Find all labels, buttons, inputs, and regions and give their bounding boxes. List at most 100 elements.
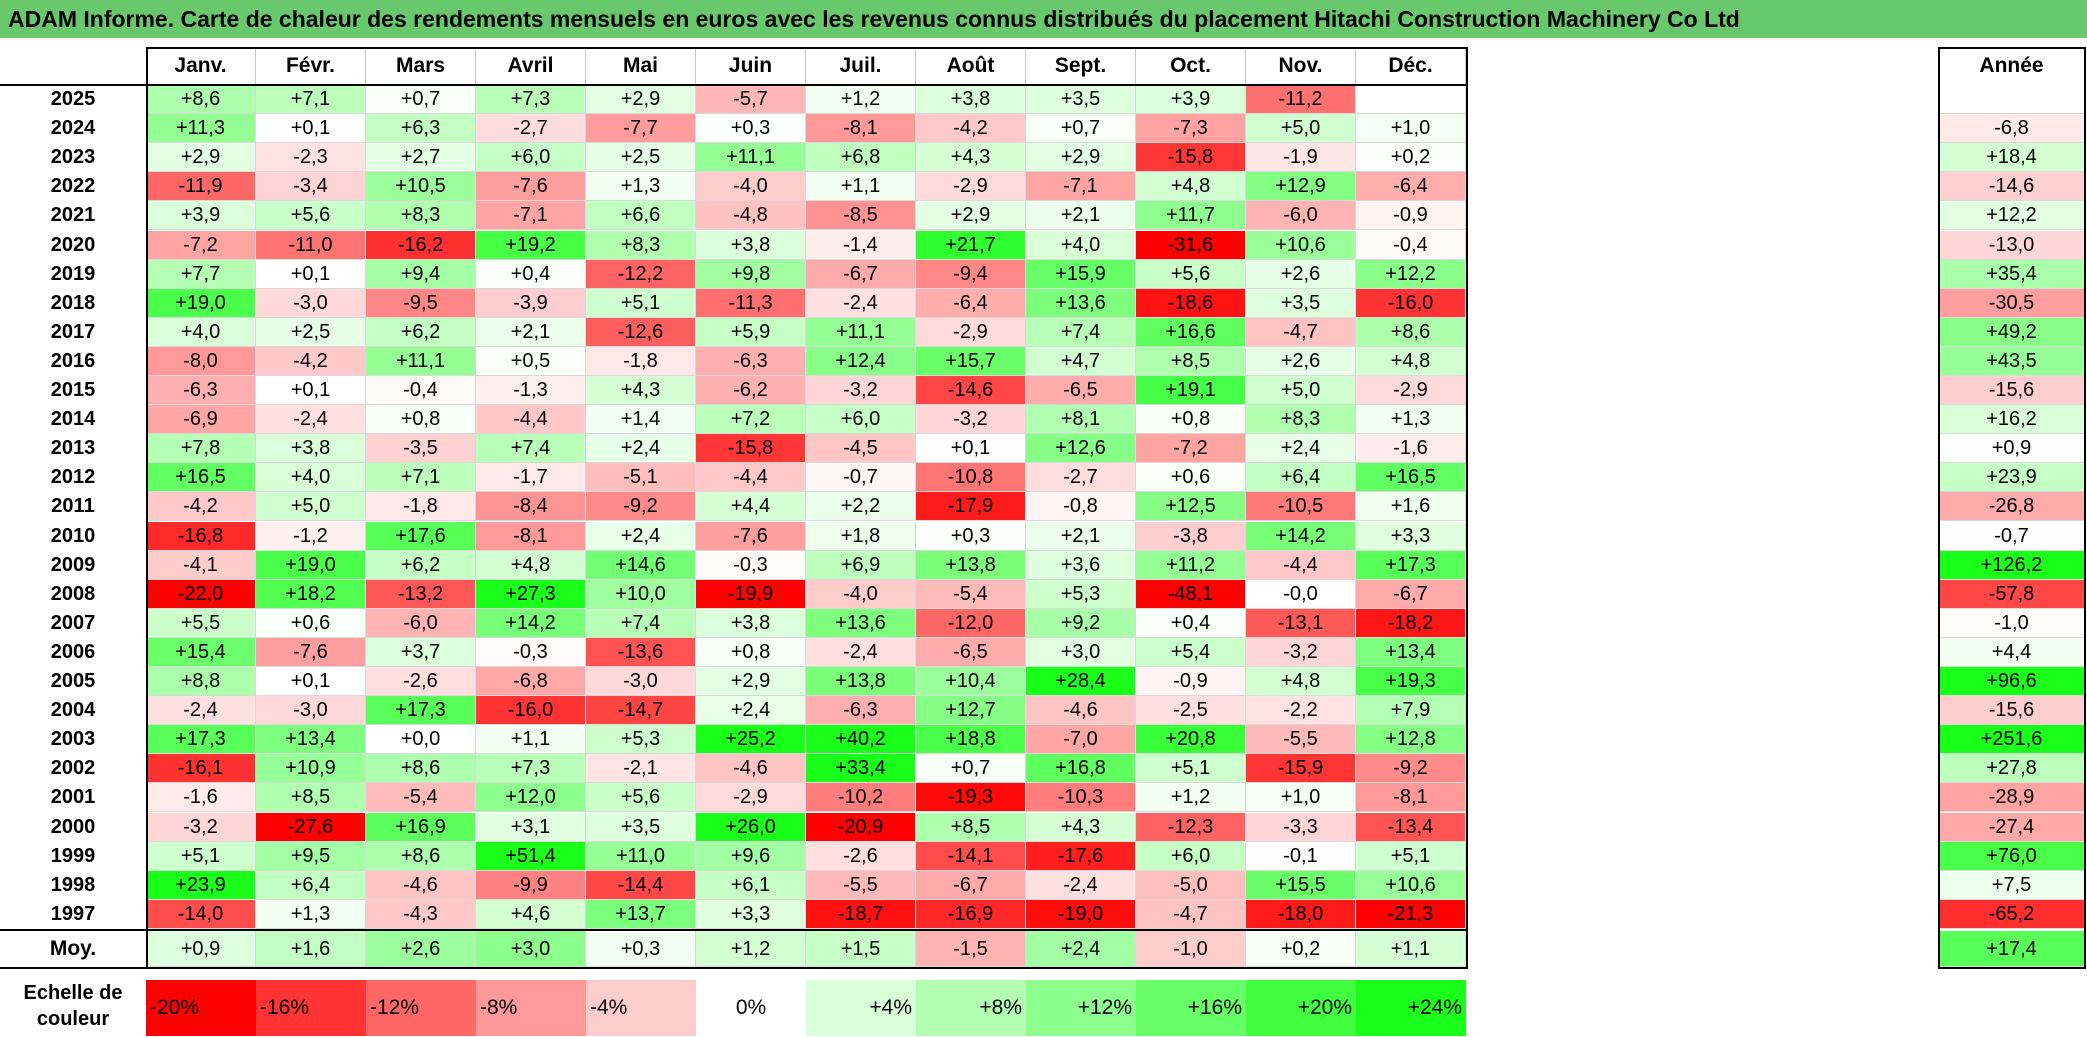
heatmap-cell: +11,1 [696,143,806,173]
heatmap-cell: +8,3 [1246,405,1356,435]
heatmap-cell: -16,2 [366,230,476,260]
heatmap-cell: -19,0 [1026,899,1136,929]
heatmap-cell: -2,3 [256,143,366,173]
heatmap-cell: +4,4 [696,492,806,522]
month-header: Oct. [1136,48,1246,84]
heatmap-cell: +26,0 [696,812,806,842]
heatmap-cell: -0,7 [806,463,916,493]
heatmap-cell: +1,4 [586,405,696,435]
heatmap-cell: +0,8 [696,637,806,667]
heatmap-cell: +10,6 [1356,870,1466,900]
heatmap-cell: +11,0 [586,841,696,871]
heatmap-cell: +8,1 [1026,405,1136,435]
year-label: 2005 [50,670,96,692]
heatmap-cell: +2,1 [1026,521,1136,551]
heatmap-cell: +7,7 [146,259,256,289]
heatmap-cell: -4,4 [476,405,586,435]
heatmap-cell: +9,6 [696,841,806,871]
heatmap-cell: -3,3 [1246,812,1356,842]
average-cell: +1,2 [696,930,806,967]
heatmap-cell: -12,3 [1136,812,1246,842]
year-label: 2010 [50,524,96,547]
heatmap-cell: +4,3 [586,376,696,406]
heatmap-cell: -8,0 [146,346,256,376]
heatmap-cell: -20,9 [806,812,916,842]
heatmap-cell: -16,1 [146,754,256,784]
annual-cell: -14,6 [1938,172,2086,202]
heatmap-cell: -6,4 [916,288,1026,318]
heatmap-cell: -5,4 [366,783,476,813]
heatmap-cell: -27,6 [256,812,366,842]
heatmap-cell: -6,4 [1356,172,1466,202]
heatmap-cell: -9,5 [366,288,476,318]
heatmap-cell: +17,3 [1356,550,1466,580]
annual-cell: -30,5 [1938,288,2086,318]
heatmap-cell: -14,0 [146,899,256,929]
heatmap-cell: +3,5 [586,812,696,842]
heatmap-cell: -13,4 [1356,812,1466,842]
heatmap-cell: -6,0 [1246,201,1356,231]
month-header: Janv. [146,48,256,84]
heatmap-cell: -6,2 [696,376,806,406]
annual-cell: -28,9 [1938,783,2086,813]
heatmap-cell: -4,6 [1026,696,1136,726]
heatmap-cell: -18,6 [1136,288,1246,318]
heatmap-cell: +0,4 [476,259,586,289]
heatmap-cell: -6,7 [916,870,1026,900]
heatmap-cell: -16,8 [146,521,256,551]
heatmap-cell: -3,2 [1246,637,1356,667]
year-label: 2015 [50,379,96,401]
heatmap-cell: -5,5 [806,870,916,900]
heatmap-cell: +0,1 [256,259,366,289]
heatmap-cell: +1,2 [1136,783,1246,813]
month-header: Nov. [1246,48,1356,84]
color-scale-step: +4% [806,980,916,1036]
year-label: 2000 [50,815,96,838]
heatmap-cell: +1,3 [586,172,696,202]
heatmap-cell: +17,3 [146,725,256,755]
heatmap-cell: +19,0 [146,288,256,318]
annual-cell: -57,8 [1938,579,2086,609]
heatmap-cell: -1,8 [586,346,696,376]
heatmap-cell: -7,6 [256,637,366,667]
heatmap-cell: +1,0 [1356,114,1466,144]
heatmap-cell: +6,0 [1136,841,1246,871]
heatmap-cell: -2,7 [476,114,586,144]
heatmap-cell: +12,7 [916,696,1026,726]
heatmap-cell: +14,2 [1246,521,1356,551]
average-cell: +2,4 [1026,930,1136,967]
month-header: Déc. [1356,48,1466,84]
heatmap-cell: +0,6 [256,608,366,638]
heatmap-cell: -4,2 [916,114,1026,144]
heatmap-cell: +20,8 [1136,725,1246,755]
heatmap-cell: -17,9 [916,492,1026,522]
heatmap-cell: +12,6 [1026,434,1136,464]
heatmap-cell: -14,4 [586,870,696,900]
heatmap-cell: +51,4 [476,841,586,871]
heatmap-cell: +2,4 [586,434,696,464]
heatmap-cell: +2,6 [1246,259,1356,289]
heatmap-cell: -0,3 [696,550,806,580]
heatmap-cell: -6,3 [696,346,806,376]
year-label: 2004 [50,699,96,722]
heatmap-cell: -2,4 [1026,870,1136,900]
heatmap-cell: +5,0 [256,492,366,522]
heatmap-cell: +11,1 [806,317,916,347]
heatmap-cell: +2,4 [586,521,696,551]
year-label: 1997 [50,902,96,925]
heatmap-cell: +0,7 [366,85,476,115]
heatmap-cell: +2,2 [806,492,916,522]
heatmap-cell: +12,0 [476,783,586,813]
heatmap-cell: +4,7 [1026,346,1136,376]
heatmap-cell: +12,4 [806,346,916,376]
heatmap-cell: +2,5 [256,317,366,347]
heatmap-cell: -1,6 [146,783,256,813]
heatmap-cell: -2,9 [1356,376,1466,406]
heatmap-cell: -4,5 [806,434,916,464]
heatmap-cell: +25,2 [696,725,806,755]
heatmap-cell: +4,8 [476,550,586,580]
heatmap-cell: +6,3 [366,114,476,144]
annual-cell: +23,9 [1938,463,2086,493]
annual-cell: +27,8 [1938,754,2086,784]
average-cell: +0,3 [586,930,696,967]
